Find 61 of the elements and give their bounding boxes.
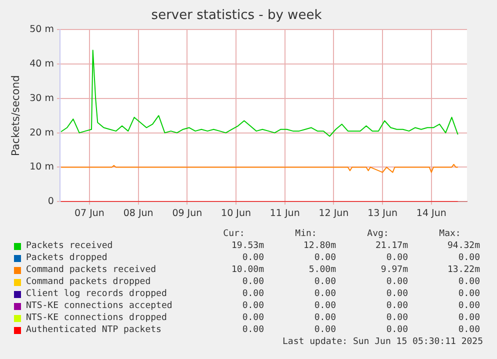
text: Avg: <box>366 228 390 240</box>
legend-label: NTS-KE connections dropped <box>26 312 167 324</box>
legend-label: Command packets received <box>26 264 156 276</box>
text: 0.00 <box>457 252 480 264</box>
y-tick-label: 50 m <box>30 24 54 36</box>
text: 0.00 <box>313 300 336 312</box>
text: 0.00 <box>457 288 480 300</box>
y-tick-label: 0 <box>48 196 54 208</box>
x-tick-label: 11 Jun <box>270 208 300 219</box>
text: 0.00 <box>457 324 480 336</box>
legend-label: Authenticated NTP packets <box>26 324 162 336</box>
text: 0.00 <box>385 312 408 324</box>
text: 0.00 <box>313 276 336 288</box>
text: Last update: Sun Jun 15 05:30:11 2025 <box>282 337 483 347</box>
x-tick-label: 14 Jun <box>416 208 446 219</box>
x-tick-label: 08 Jun <box>123 208 154 219</box>
text: 0.00 <box>313 252 336 264</box>
text: 0.00 <box>457 276 480 288</box>
text: Cur: <box>222 228 246 240</box>
text: Max: <box>438 228 462 240</box>
y-tick-label: 30 m <box>30 92 54 104</box>
text: 0.00 <box>241 300 264 312</box>
y-tick-label: 40 m <box>30 58 54 70</box>
legend-label: Packets dropped <box>26 252 108 264</box>
legend-label: NTS-KE connections accepted <box>26 300 172 312</box>
text: 21.17m <box>374 240 408 252</box>
text: 9.97m <box>380 264 408 276</box>
text: 0.00 <box>313 288 336 300</box>
y-axis-title: Packets/second <box>10 75 22 156</box>
text: 0.00 <box>241 276 264 288</box>
text: 19.53m <box>230 240 264 252</box>
text: 0.00 <box>241 288 264 300</box>
text: 0.00 <box>241 252 264 264</box>
y-tick-label: 20 m <box>30 127 54 138</box>
x-tick-label: 09 Jun <box>172 208 202 219</box>
text: 0.00 <box>385 288 408 300</box>
x-tick-label: 07 Jun <box>74 208 104 219</box>
legend-label: Packets received <box>26 240 113 252</box>
text: 0.00 <box>385 252 408 264</box>
text: 0.00 <box>457 312 480 324</box>
text: 0.00 <box>457 300 480 312</box>
text: 0.00 <box>313 312 336 324</box>
x-tick-label: 12 Jun <box>318 208 349 219</box>
x-tick-label: 13 Jun <box>368 208 398 219</box>
x-tick-label: 10 Jun <box>221 208 251 219</box>
text: 0.00 <box>385 300 408 312</box>
text: 0.00 <box>313 324 336 336</box>
text: 0.00 <box>241 324 264 336</box>
text: 10.00m <box>230 264 264 276</box>
chart-title: server statistics - by week <box>151 8 322 24</box>
text: 0.00 <box>385 276 408 288</box>
legend-label: Command packets dropped <box>26 276 151 288</box>
text: 12.80m <box>302 240 336 252</box>
text: 13.22m <box>446 264 480 276</box>
text: 0.00 <box>241 312 264 324</box>
legend-label: Client log records dropped <box>26 288 167 300</box>
text: 0.00 <box>385 324 408 336</box>
text: 5.00m <box>308 264 336 276</box>
y-tick-label: 10 m <box>30 162 54 173</box>
text: Min: <box>294 228 318 240</box>
text: 94.32m <box>446 240 480 252</box>
